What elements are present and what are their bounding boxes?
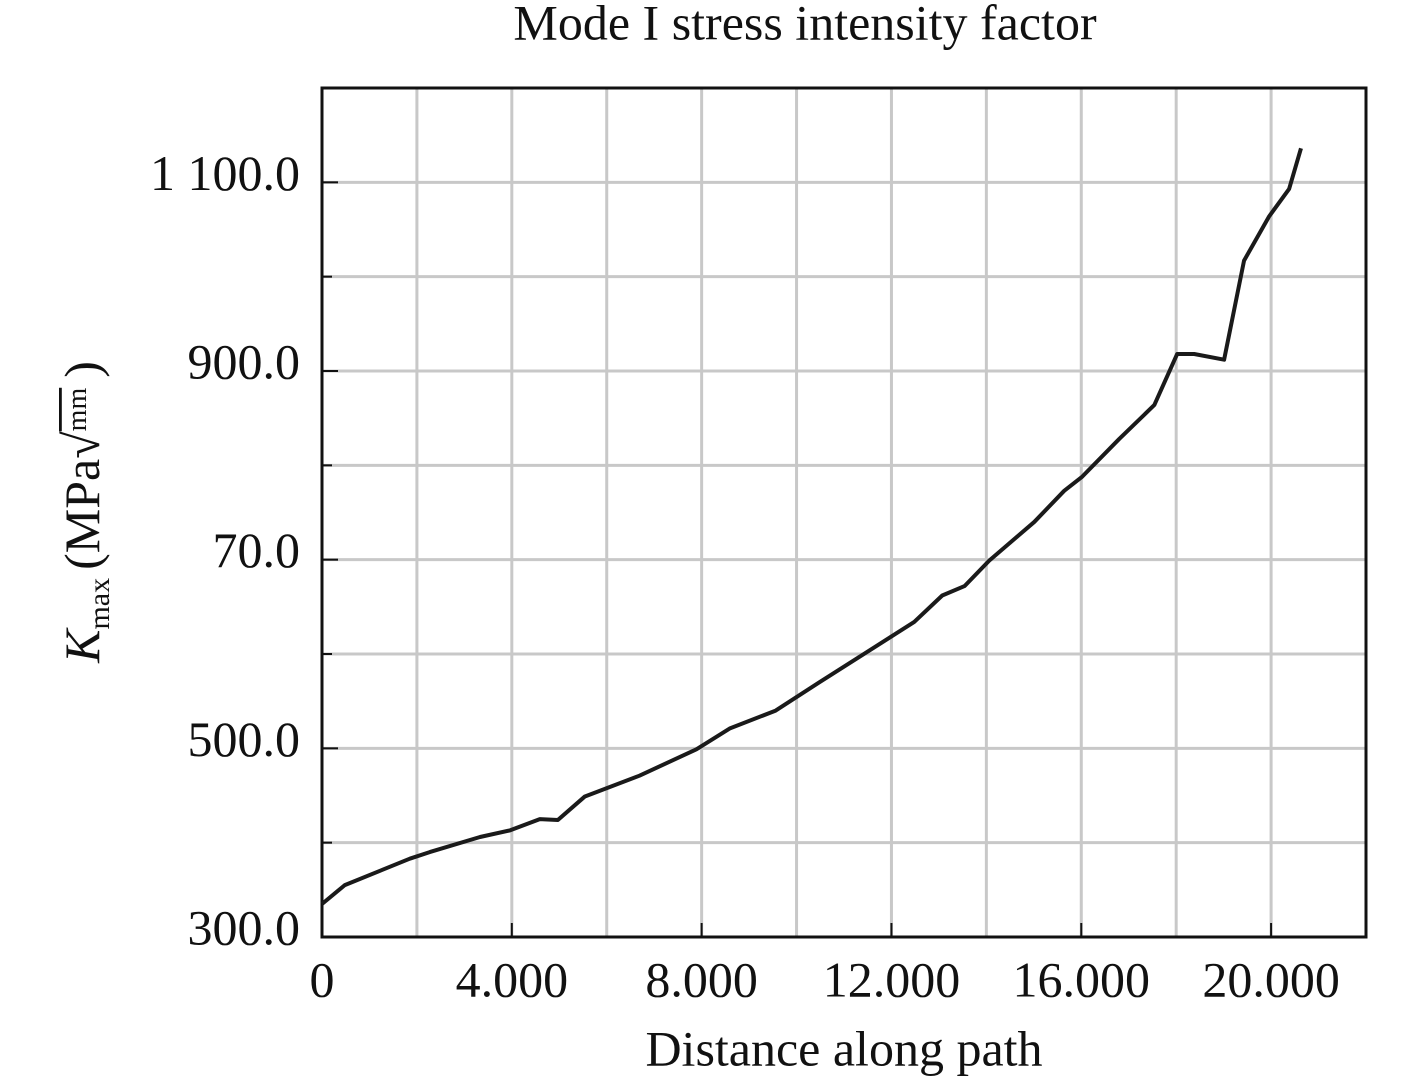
x-tick-label: 8.000 [645,951,758,1007]
x-tick-label: 0 [310,951,335,1007]
x-tick-label: 20.000 [1202,951,1340,1007]
x-tick-label: 4.000 [456,951,569,1007]
y-label-unit-prefix: (MPa [54,459,110,570]
plot-frame [320,86,1368,939]
x-axis-label: Distance along path [645,1020,1042,1076]
y-axis-label: Kmax (MPa√mm) [54,361,115,664]
y-label-symbol: K [54,627,110,664]
chart-title: Mode I stress intensity factor [513,0,1097,50]
y-tick-label: 70.0 [213,522,301,578]
x-tick-label: 12.000 [823,951,961,1007]
y-label-subscript: max [83,578,116,630]
y-tick-label: 500.0 [188,711,301,767]
x-tick-label: 16.000 [1013,951,1151,1007]
y-tick-label: 300.0 [188,899,301,955]
y-label-radicand: mm [62,388,93,432]
y-tick-label: 900.0 [188,333,301,389]
y-label-unit-suffix: ) [54,361,110,378]
y-label-radical: √ [54,431,110,459]
y-tick-label: 1 100.0 [150,145,300,201]
data-line [320,147,1303,906]
